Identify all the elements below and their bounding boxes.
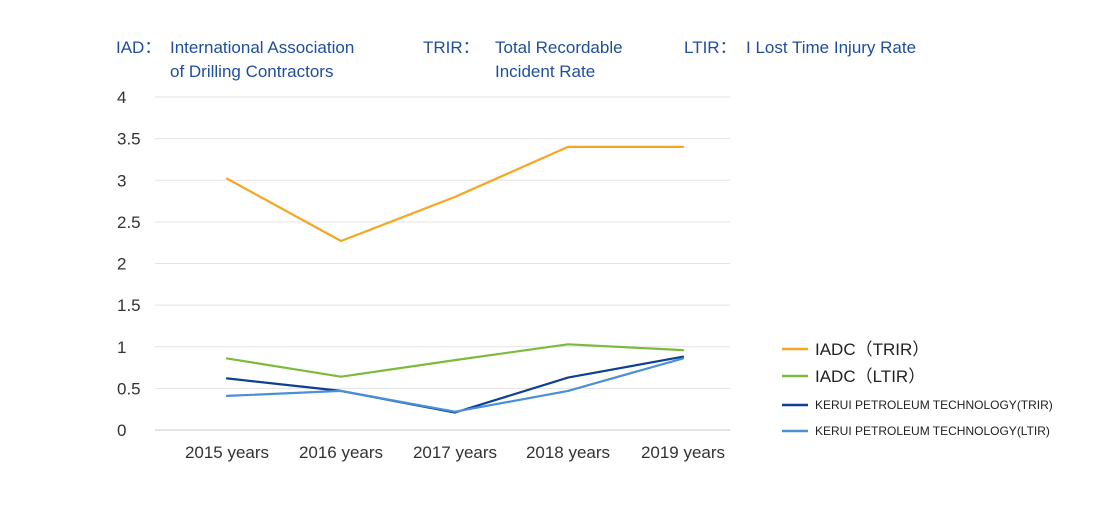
- series-line-2: [225, 343, 685, 378]
- definition-abbr: LTIR：: [684, 38, 737, 57]
- legend-label: KERUI PETROLEUM TECHNOLOGY(LTIR): [815, 424, 1050, 438]
- y-tick-label: 2: [117, 255, 126, 274]
- y-tick-label: 0.5: [117, 379, 141, 398]
- x-tick-label: 2016 years: [299, 443, 383, 462]
- y-tick-label: 4: [117, 88, 126, 107]
- legend-label: KERUI PETROLEUM TECHNOLOGY(TRIR): [815, 398, 1053, 412]
- definition-text: of Drilling Contractors: [170, 62, 333, 81]
- y-tick-label: 3: [117, 171, 126, 190]
- x-tick-label: 2019 years: [641, 443, 725, 462]
- x-tick-label: 2017 years: [413, 443, 497, 462]
- y-tick-label: 1: [117, 338, 126, 357]
- series-line-3: [225, 355, 685, 414]
- legend-label: IADC（LTIR）: [815, 367, 925, 386]
- y-axis: 0 0.5 1 1.5 2 2.5 3 3.5 4: [117, 88, 141, 440]
- plot-area: [225, 145, 685, 414]
- x-tick-label: 2015 years: [185, 443, 269, 462]
- definition-abbr: IAD：: [116, 38, 161, 57]
- definition-text: Total Recordable: [495, 38, 623, 57]
- legend-label: IADC（TRIR）: [815, 340, 929, 359]
- y-tick-label: 0: [117, 421, 126, 440]
- y-tick-label: 3.5: [117, 130, 141, 149]
- definition-text: Incident Rate: [495, 62, 595, 81]
- series-line-1: [225, 145, 685, 243]
- y-tick-label: 2.5: [117, 213, 141, 232]
- legend: IADC（TRIR） IADC（LTIR） KERUI PETROLEUM TECH…: [782, 340, 1053, 438]
- y-tick-label: 1.5: [117, 296, 141, 315]
- definition-text: I Lost Time Injury Rate: [746, 38, 916, 57]
- definition-abbr: TRIR：: [423, 38, 480, 57]
- grid-lines: [155, 96, 730, 431]
- series-line-4: [225, 357, 685, 413]
- definitions-header: IAD： International Association of Drilli…: [116, 38, 916, 81]
- definition-text: International Association: [170, 38, 354, 57]
- x-tick-label: 2018 years: [526, 443, 610, 462]
- x-axis: 2015 years 2016 years 2017 years 2018 years…: [185, 443, 725, 462]
